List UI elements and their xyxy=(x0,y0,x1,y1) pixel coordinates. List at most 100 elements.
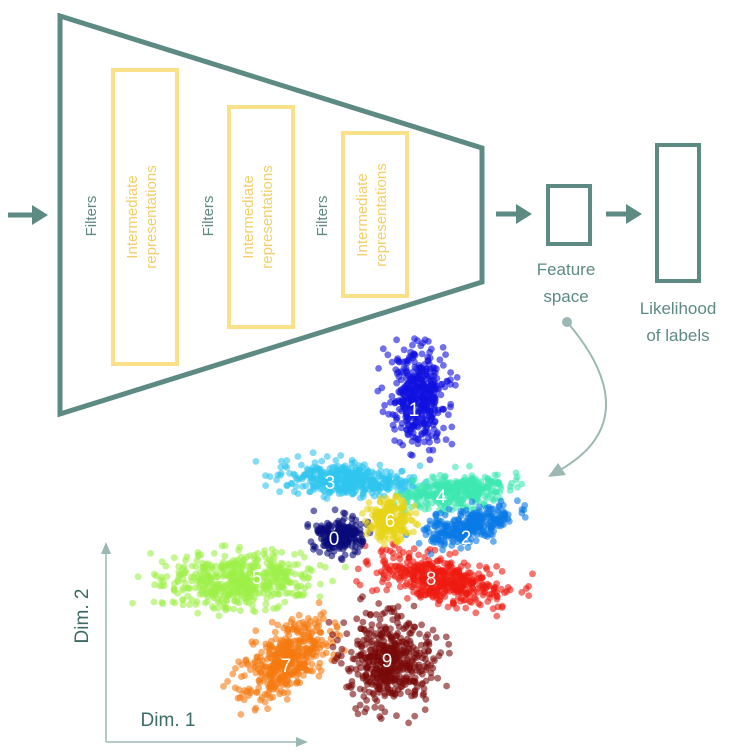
scatter-point xyxy=(332,457,340,464)
scatter-point xyxy=(421,553,429,561)
scatter-point xyxy=(284,625,292,633)
scatter-point xyxy=(354,710,362,718)
scatter-point xyxy=(438,518,445,525)
cluster-label-7: 7 xyxy=(281,656,292,677)
scatter-point xyxy=(411,661,419,668)
scatter-point xyxy=(371,703,379,711)
x-axis xyxy=(106,737,308,747)
scatter-point xyxy=(194,609,202,617)
scatter-point xyxy=(390,522,397,530)
scatter-point xyxy=(286,578,294,586)
scatter-point xyxy=(262,574,269,582)
scatter-point xyxy=(447,380,454,388)
scatter-point xyxy=(354,637,361,645)
intermediate-box-2: Intermediate representations xyxy=(227,105,295,329)
scatter-point xyxy=(433,569,441,577)
scatter-point xyxy=(197,551,205,559)
scatter-point xyxy=(264,705,271,713)
cluster-4-points xyxy=(390,462,526,518)
scatter-point xyxy=(282,590,290,597)
scatter-point xyxy=(451,549,459,557)
filters-label-3: Filters xyxy=(314,196,331,237)
scatter-point xyxy=(425,641,433,648)
scatter-point xyxy=(285,564,293,572)
scatter-point xyxy=(390,554,397,562)
scatter-point xyxy=(249,641,257,648)
scatter-point xyxy=(410,545,418,553)
scatter-point xyxy=(175,568,183,576)
scatter-point xyxy=(436,596,443,604)
scatter-point xyxy=(386,509,394,516)
scatter-point xyxy=(391,411,399,419)
scatter-point xyxy=(245,692,252,699)
scatter-point xyxy=(380,575,387,583)
cluster-9-points xyxy=(325,593,453,727)
scatter-point xyxy=(422,563,429,571)
scatter-point xyxy=(376,615,384,623)
scatter-point xyxy=(388,690,395,697)
scatter-point xyxy=(474,588,481,596)
scatter-point xyxy=(259,657,267,665)
scatter-point xyxy=(386,547,394,555)
scatter-point xyxy=(292,483,300,490)
scatter-point xyxy=(405,356,412,364)
scatter-point xyxy=(435,652,443,660)
scatter-point xyxy=(316,561,324,569)
scatter-point xyxy=(180,563,188,571)
scatter-point xyxy=(313,466,321,474)
scatter-point xyxy=(318,457,326,465)
scatter-point xyxy=(525,592,533,599)
scatter-point xyxy=(313,522,320,530)
scatter-point xyxy=(231,684,239,692)
scatter-point xyxy=(274,575,282,583)
scatter-point xyxy=(455,482,463,490)
scatter-point xyxy=(429,446,437,454)
scatter-point xyxy=(426,354,434,362)
scatter-point xyxy=(407,578,414,585)
scatter-point xyxy=(299,652,306,660)
scatter-point xyxy=(267,592,275,600)
scatter-point xyxy=(271,628,279,636)
scatter-point xyxy=(309,478,316,486)
scatter-point xyxy=(427,674,435,682)
scatter-point xyxy=(237,711,245,718)
scatter-point xyxy=(388,608,395,616)
scatter-point xyxy=(236,543,244,551)
scatter-point xyxy=(501,513,508,521)
scatter-point xyxy=(309,667,316,675)
scatter-point xyxy=(411,712,419,720)
scatter-point xyxy=(444,480,451,487)
scatter-point xyxy=(402,529,410,536)
scatter-point xyxy=(340,515,348,522)
scatter-point xyxy=(379,345,387,353)
scatter-point xyxy=(362,640,370,648)
feature-space-label-2: space xyxy=(543,287,588,306)
scatter-point xyxy=(381,708,389,716)
scatter-point xyxy=(354,548,362,556)
scatter-point xyxy=(419,584,427,591)
scatter-point xyxy=(321,563,329,571)
scatter-point xyxy=(150,570,158,578)
scatter-point xyxy=(308,467,315,475)
scatter-point xyxy=(350,536,357,544)
scatter-point xyxy=(372,630,380,637)
cluster-label-3: 3 xyxy=(325,473,336,494)
scatter-point xyxy=(440,541,448,549)
scatter-point xyxy=(419,382,427,390)
scatter-point xyxy=(493,580,500,588)
scatter-point xyxy=(210,581,217,588)
intermediate-box-1: Intermediate representations xyxy=(111,68,179,366)
scatter-point xyxy=(485,483,493,491)
scatter-point xyxy=(422,490,430,498)
scatter-point xyxy=(412,419,420,426)
scatter-point xyxy=(428,483,435,490)
scatter-point xyxy=(393,336,400,344)
scatter-point xyxy=(334,636,341,644)
scatter-point xyxy=(245,584,253,592)
scatter-point xyxy=(232,665,239,672)
scatter-point xyxy=(215,612,223,620)
scatter-point xyxy=(453,494,461,502)
scatter-point xyxy=(432,511,439,518)
scatter-point xyxy=(388,634,396,642)
